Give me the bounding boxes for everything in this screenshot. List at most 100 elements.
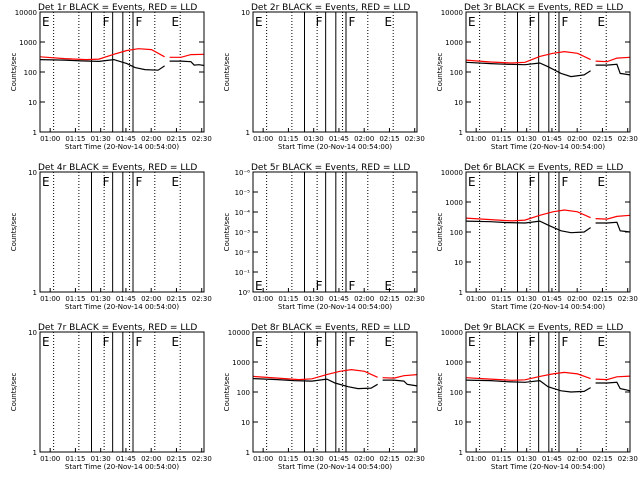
series-line	[465, 61, 591, 78]
x-tick-label: 01:15	[65, 455, 85, 463]
x-tick-label: 02:30	[192, 295, 212, 303]
x-tick-label: 02:00	[567, 135, 587, 143]
x-tick-label: 01:15	[491, 295, 511, 303]
plot-frame	[39, 331, 205, 453]
x-tick-label: 02:15	[166, 295, 186, 303]
y-axis-label: Counts/sec	[10, 373, 18, 412]
x-tick-label: 01:45	[116, 135, 136, 143]
flag-marker: E	[598, 335, 606, 349]
y-tick-label: 1000	[445, 199, 463, 207]
x-tick-label: 01:00	[466, 135, 486, 143]
y-tick-label: 10000	[441, 169, 463, 177]
plot-frame	[465, 171, 631, 293]
flag-marker: F	[348, 335, 355, 349]
x-tick-label: 01:15	[278, 455, 298, 463]
series-line	[169, 60, 205, 67]
series-line	[595, 381, 631, 392]
series-line	[465, 50, 591, 64]
x-tick-label: 01:45	[329, 455, 349, 463]
y-axis-label: Counts/sec	[436, 373, 444, 412]
series-line	[252, 368, 378, 381]
panel-3: Det 3r BLACK = Events, RED = LLD 1 10 100 10…	[436, 3, 638, 151]
flag-marker: E	[468, 335, 476, 349]
x-tick-label: 01:45	[542, 135, 562, 143]
x-axis-label: Start Time (20-Nov-14 00:54:00)	[278, 303, 392, 311]
x-tick-label: 02:30	[618, 455, 638, 463]
x-tick-label: 02:00	[354, 135, 374, 143]
panel-title: Det 9r BLACK = Events, RED = LLD	[464, 323, 623, 333]
y-tick-label: 1	[33, 289, 37, 297]
flag-marker: E	[42, 175, 50, 189]
panel-9: Det 9r BLACK = Events, RED = LLD 1 10 100 10…	[436, 323, 638, 471]
x-tick-label: 02:15	[379, 455, 399, 463]
flag-marker: F	[348, 15, 355, 29]
x-tick-label: 01:00	[40, 295, 60, 303]
x-tick-label: 01:45	[542, 455, 562, 463]
y-tick-label: 100	[450, 229, 463, 237]
y-tick-label: 1	[459, 129, 463, 137]
x-tick-label: 02:15	[379, 135, 399, 143]
flag-marker: E	[42, 335, 50, 349]
panel-title: Det 4r BLACK = Events, RED = LLD	[38, 163, 197, 173]
x-tick-label: 01:45	[542, 295, 562, 303]
flag-marker: F	[316, 15, 323, 29]
y-tick-label: 1000	[445, 39, 463, 47]
flag-marker: F	[561, 175, 568, 189]
y-tick-label: 10	[241, 419, 250, 427]
y-tick-label: 10	[28, 169, 37, 177]
flag-marker: E	[255, 335, 263, 349]
flag-marker: F	[135, 335, 142, 349]
panel-4: Det 4r BLACK = Events, RED = LLD 1 10 01:00…	[10, 163, 212, 311]
x-tick-label: 01:00	[40, 455, 60, 463]
x-tick-label: 02:00	[567, 295, 587, 303]
panel-title: Det 8r BLACK = Events, RED = LLD	[251, 323, 410, 333]
x-tick-label: 02:15	[379, 295, 399, 303]
x-tick-label: 02:30	[192, 135, 212, 143]
flag-marker: E	[172, 15, 180, 29]
x-tick-label: 02:00	[141, 135, 161, 143]
x-tick-label: 01:30	[91, 295, 111, 303]
x-tick-label: 02:00	[141, 455, 161, 463]
panel-6: Det 6r BLACK = Events, RED = LLD 1 10 100 10…	[436, 163, 638, 311]
panel-title: Det 7r BLACK = Events, RED = LLD	[38, 323, 197, 333]
x-tick-label: 01:15	[278, 135, 298, 143]
plot-frame	[39, 11, 205, 133]
flag-marker: E	[255, 15, 263, 29]
x-tick-label: 02:15	[592, 135, 612, 143]
plot-frame	[252, 331, 418, 453]
x-tick-label: 01:15	[65, 295, 85, 303]
flag-marker: E	[42, 15, 50, 29]
y-tick-label: 1	[33, 129, 37, 137]
x-tick-label: 01:15	[491, 135, 511, 143]
y-tick-label: 1	[33, 449, 37, 457]
y-tick-label: 10⁻⁵	[235, 189, 251, 197]
y-tick-label: 10⁻⁴	[235, 209, 251, 217]
x-tick-label: 01:30	[517, 135, 537, 143]
x-tick-label: 01:00	[253, 295, 273, 303]
x-tick-label: 01:30	[91, 135, 111, 143]
flag-marker: F	[561, 335, 568, 349]
series-line	[595, 214, 631, 220]
series-line	[465, 371, 591, 381]
flag-marker: F	[135, 175, 142, 189]
x-axis-label: Start Time (20-Nov-14 00:54:00)	[65, 143, 179, 151]
x-tick-label: 01:30	[517, 295, 537, 303]
y-tick-label: 1	[459, 449, 463, 457]
series-line	[595, 56, 631, 63]
x-tick-label: 01:30	[304, 455, 324, 463]
panel-title: Det 1r BLACK = Events, RED = LLD	[38, 3, 197, 13]
y-tick-label: 10	[28, 329, 37, 337]
y-axis-label: Counts/sec	[223, 213, 231, 252]
y-tick-label: 100	[450, 389, 463, 397]
x-tick-label: 01:45	[116, 455, 136, 463]
plot-frame	[252, 11, 418, 133]
x-tick-label: 01:30	[517, 455, 537, 463]
flag-marker: E	[385, 279, 393, 293]
plot-frame	[252, 171, 418, 293]
flag-marker: F	[103, 15, 110, 29]
x-tick-label: 01:00	[466, 295, 486, 303]
x-tick-label: 02:15	[592, 295, 612, 303]
x-axis-label: Start Time (20-Nov-14 00:54:00)	[491, 303, 605, 311]
y-tick-label: 1	[459, 289, 463, 297]
